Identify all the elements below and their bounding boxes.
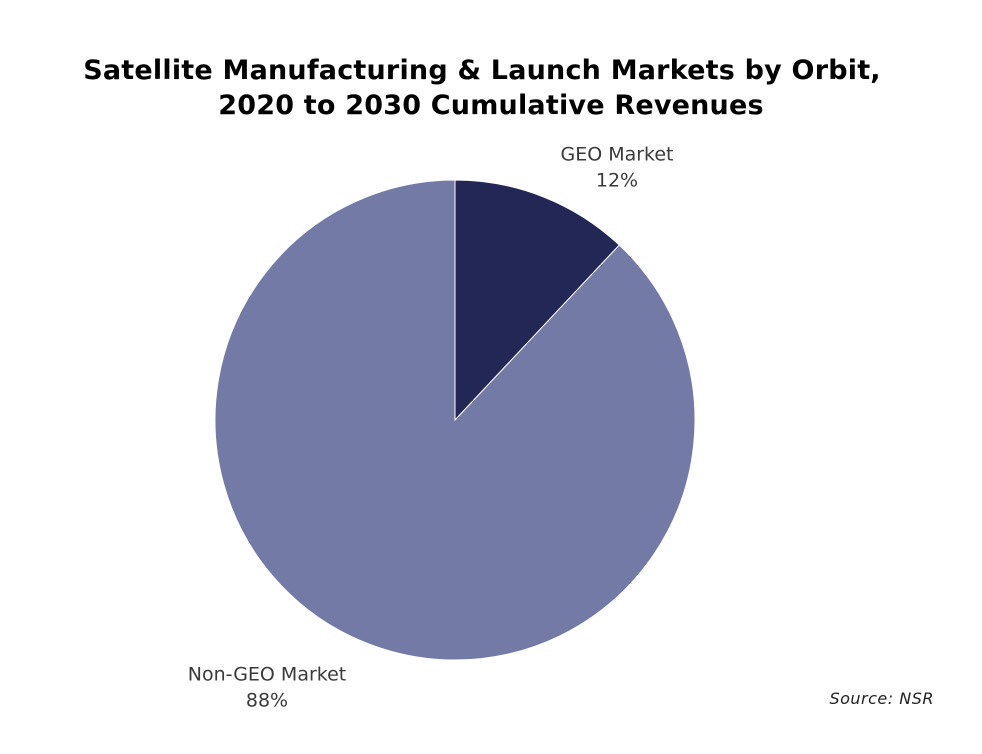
pie-slices — [214, 179, 696, 661]
pie-slice-geo-market — [454, 179, 620, 422]
chart-title-line-2: 2020 to 2030 Cumulative Revenues — [218, 90, 764, 121]
slice-label-value-geo-market: 12% — [596, 170, 638, 192]
source-note: Source: NSR — [829, 689, 934, 708]
slice-label-name-non-geo-market: Non-GEO Market — [188, 664, 346, 686]
slice-label-name-geo-market: GEO Market — [560, 144, 673, 166]
pie-labels: GEO Market 12% Non-GEO Market 88% — [188, 144, 674, 712]
slice-label-value-non-geo-market: 88% — [246, 690, 288, 712]
chart-title-line-1: Satellite Manufacturing & Launch Markets… — [83, 55, 881, 86]
pie-slice-non-geo-market — [214, 179, 696, 661]
